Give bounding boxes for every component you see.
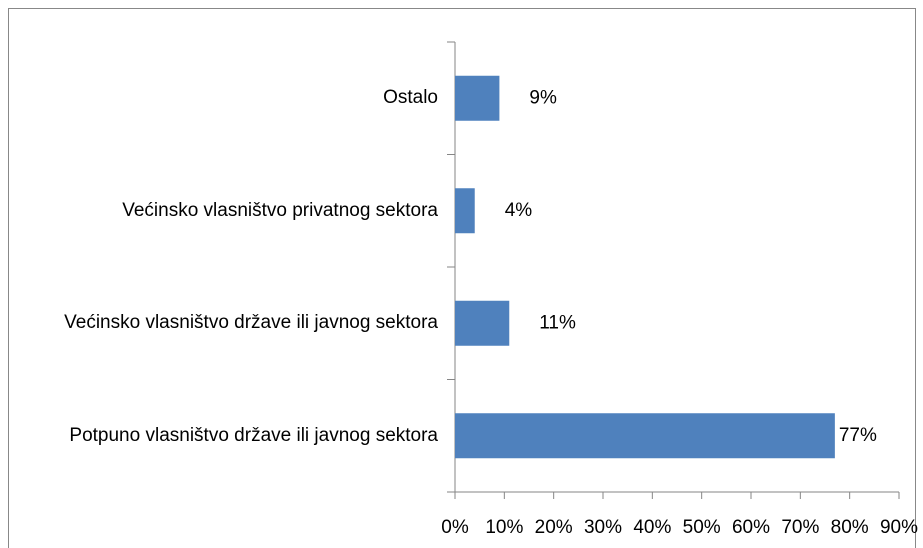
x-tick-label: 70% [781, 517, 819, 538]
chart-border [8, 8, 916, 548]
bar [455, 188, 475, 234]
category-label-box: Potpuno vlasništvo države ili javnog sek… [12, 380, 438, 492]
x-tick-label: 40% [633, 517, 671, 538]
category-label-box: Većinsko vlasništvo države ili javnog se… [12, 267, 438, 379]
x-tick-label: 20% [535, 517, 573, 538]
category-label-box: Ostalo [12, 42, 438, 154]
x-tick-label: 80% [831, 517, 869, 538]
bar [455, 413, 835, 459]
value-label: 11% [539, 312, 576, 333]
x-tick-label: 50% [683, 517, 721, 538]
x-tick-label: 60% [732, 517, 770, 538]
category-label: Potpuno vlasništvo države ili javnog sek… [69, 424, 438, 446]
category-label-box: Većinsko vlasništvo privatnog sektora [12, 155, 438, 267]
x-tick-label: 0% [441, 517, 469, 538]
category-label: Većinsko vlasništvo države ili javnog se… [64, 312, 438, 333]
bar [455, 300, 510, 346]
category-label: Ostalo [383, 87, 438, 108]
value-label: 77% [839, 425, 877, 446]
x-tick-label: 90% [880, 517, 918, 538]
value-label: 9% [529, 87, 557, 108]
x-tick-label: 30% [584, 517, 622, 538]
category-label: Većinsko vlasništvo privatnog sektora [122, 199, 438, 221]
bar [455, 75, 500, 121]
value-label: 4% [505, 200, 533, 221]
x-tick-label: 10% [485, 517, 523, 538]
